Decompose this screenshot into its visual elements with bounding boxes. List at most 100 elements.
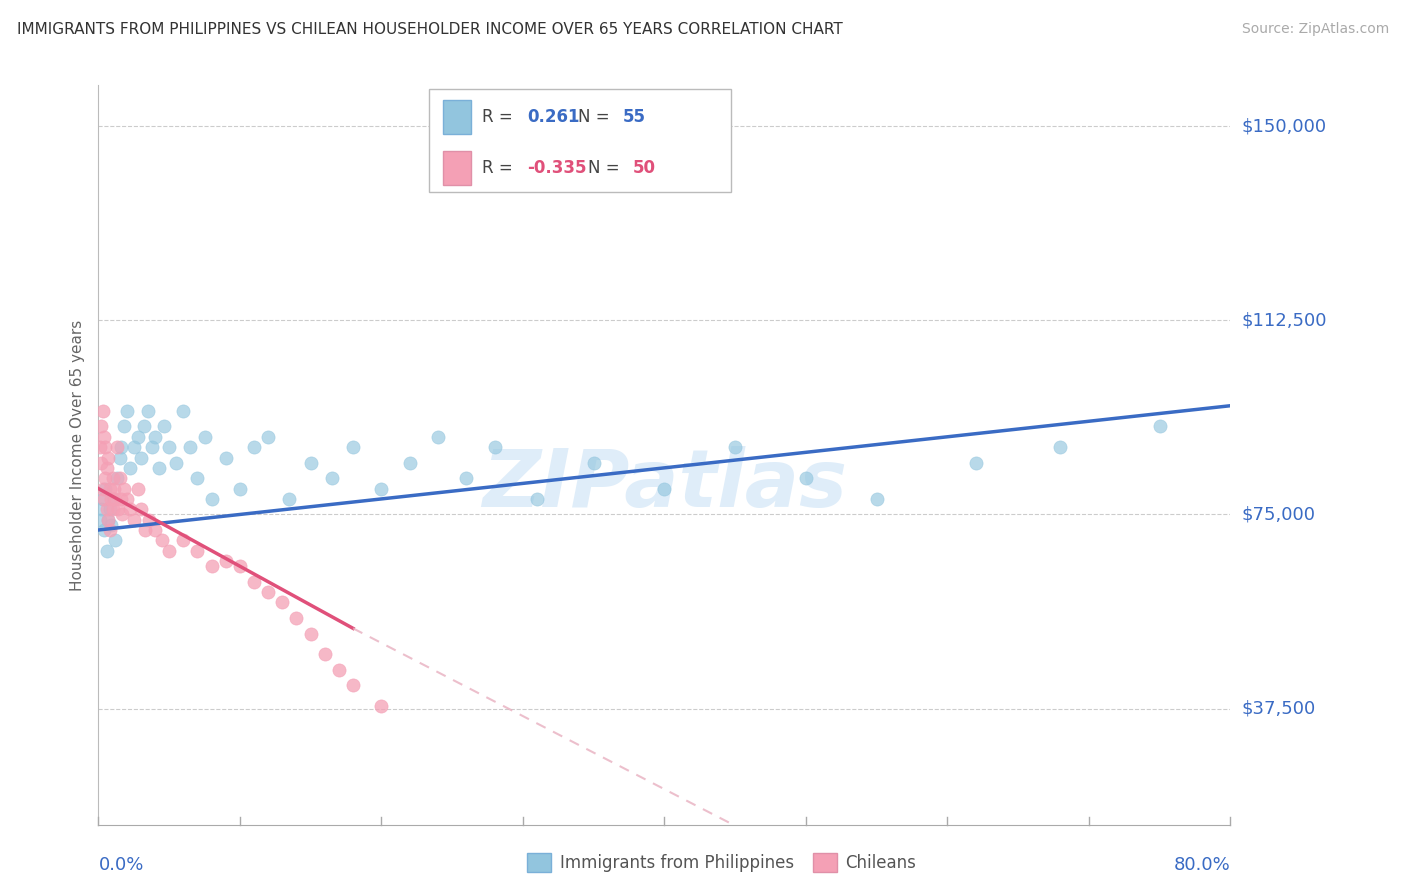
Point [172, 404, 194, 418]
Point [484, 440, 506, 454]
Point [321, 471, 343, 485]
Point [370, 482, 392, 496]
Point [98, 482, 121, 496]
Point [112, 419, 135, 434]
Point [89, 513, 111, 527]
Text: IMMIGRANTS FROM PHILIPPINES VS CHILEAN HOUSEHOLDER INCOME OVER 65 YEARS CORRELAT: IMMIGRANTS FROM PHILIPPINES VS CHILEAN H… [17, 22, 842, 37]
Text: $112,500: $112,500 [1241, 311, 1327, 329]
Point [157, 440, 180, 454]
Point [94, 482, 117, 496]
Point [122, 440, 145, 454]
Point [108, 471, 131, 485]
Point [134, 523, 156, 537]
Point [193, 430, 215, 444]
Point [93, 491, 115, 506]
Point [96, 502, 118, 516]
Point [141, 440, 163, 454]
Point [179, 440, 201, 454]
Point [104, 533, 127, 548]
Y-axis label: Householder Income Over 65 years: Householder Income Over 65 years [70, 319, 86, 591]
Point [105, 440, 128, 454]
Point [90, 502, 112, 516]
Point [138, 513, 160, 527]
Point [129, 502, 152, 516]
Point [285, 611, 308, 625]
Point [865, 491, 887, 506]
Point [90, 419, 112, 434]
Point [103, 482, 125, 496]
Text: $75,000: $75,000 [1241, 506, 1316, 524]
Point [93, 430, 115, 444]
Point [100, 491, 122, 506]
Point [257, 585, 280, 599]
Point [427, 430, 450, 444]
Point [157, 543, 180, 558]
Point [314, 647, 336, 661]
Point [111, 508, 134, 522]
Text: ZIPatlas: ZIPatlas [482, 445, 846, 524]
Point [91, 491, 114, 506]
Point [108, 450, 131, 465]
Point [127, 482, 149, 496]
Point [342, 678, 364, 692]
Point [129, 450, 152, 465]
Point [215, 450, 238, 465]
Point [101, 491, 124, 506]
Point [143, 430, 166, 444]
Text: Source: ZipAtlas.com: Source: ZipAtlas.com [1241, 22, 1389, 37]
Point [115, 491, 138, 506]
Point [104, 491, 127, 506]
Point [278, 491, 301, 506]
Point [110, 440, 132, 454]
Point [91, 404, 114, 418]
Point [115, 404, 138, 418]
Point [94, 440, 117, 454]
Point [90, 456, 112, 470]
Point [105, 471, 128, 485]
Text: 0.0%: 0.0% [98, 855, 143, 873]
Point [299, 626, 322, 640]
Point [652, 482, 676, 496]
Point [89, 440, 111, 454]
Point [724, 440, 747, 454]
Text: R =: R = [482, 108, 519, 126]
Text: Chileans: Chileans [845, 854, 915, 871]
Point [136, 404, 159, 418]
Point [243, 574, 266, 589]
Point [101, 502, 124, 516]
Point [96, 461, 118, 475]
Point [127, 430, 149, 444]
Point [328, 663, 350, 677]
Text: $150,000: $150,000 [1241, 117, 1326, 136]
Text: Immigrants from Philippines: Immigrants from Philippines [560, 854, 794, 871]
Point [398, 456, 420, 470]
Text: 50: 50 [633, 159, 655, 177]
Point [122, 513, 145, 527]
Text: -0.335: -0.335 [527, 159, 586, 177]
Point [1049, 440, 1071, 454]
Text: 55: 55 [623, 108, 645, 126]
Point [143, 523, 166, 537]
Point [97, 513, 120, 527]
Point [98, 502, 121, 516]
Point [93, 523, 115, 537]
Point [94, 471, 117, 485]
Text: R =: R = [482, 159, 519, 177]
Point [91, 482, 114, 496]
Point [582, 456, 605, 470]
Point [271, 595, 294, 609]
Point [165, 456, 187, 470]
Point [370, 699, 392, 714]
Point [257, 430, 280, 444]
Point [100, 517, 122, 532]
Point [98, 523, 121, 537]
Point [118, 502, 141, 516]
Point [243, 440, 266, 454]
Point [229, 559, 252, 574]
Point [215, 554, 238, 568]
Point [132, 419, 155, 434]
Point [342, 440, 364, 454]
Text: N =: N = [588, 159, 624, 177]
Point [152, 419, 174, 434]
Point [97, 513, 120, 527]
